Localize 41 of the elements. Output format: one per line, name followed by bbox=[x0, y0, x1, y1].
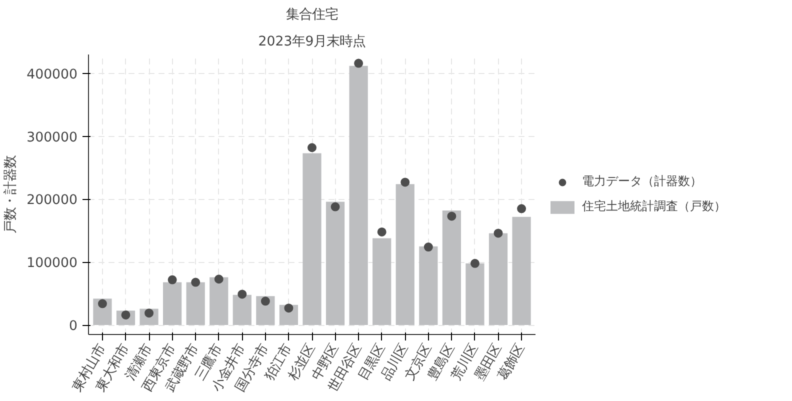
bar bbox=[442, 210, 461, 326]
chart-subtitle: 2023年9月末時点 bbox=[258, 34, 366, 50]
y-axis-title: 戸数・計器数 bbox=[4, 156, 19, 234]
point bbox=[168, 275, 177, 284]
point bbox=[238, 290, 247, 299]
bar bbox=[512, 216, 531, 326]
point bbox=[447, 212, 456, 221]
point bbox=[98, 299, 107, 308]
point bbox=[260, 296, 270, 306]
y-tick-label: 0 bbox=[69, 319, 78, 334]
y-tick-label: 400000 bbox=[26, 67, 78, 82]
bar bbox=[488, 233, 508, 326]
point bbox=[424, 242, 433, 252]
legend-label: 電力データ（計器数） bbox=[582, 173, 702, 190]
bar bbox=[210, 277, 228, 326]
point bbox=[354, 58, 364, 68]
point bbox=[191, 278, 200, 287]
bar bbox=[163, 282, 182, 326]
point bbox=[330, 202, 340, 212]
y-tick-label: 200000 bbox=[26, 193, 78, 208]
bar bbox=[349, 66, 368, 326]
point bbox=[470, 258, 480, 268]
legend-label: 住宅土地統計調査（戸数） bbox=[582, 198, 726, 215]
y-tick-label: 300000 bbox=[26, 130, 78, 146]
bar bbox=[186, 282, 205, 326]
point bbox=[214, 274, 224, 284]
point bbox=[308, 143, 316, 152]
bar bbox=[372, 238, 392, 326]
bar bbox=[396, 184, 414, 326]
bar bbox=[419, 246, 438, 326]
bar bbox=[302, 153, 322, 326]
bar bbox=[326, 202, 345, 326]
bar bbox=[466, 263, 484, 326]
chart-title: 集合住宅 bbox=[286, 6, 338, 22]
point bbox=[377, 227, 386, 236]
bar bbox=[232, 294, 252, 326]
point bbox=[284, 304, 294, 313]
point bbox=[494, 228, 503, 238]
y-tick-label: 100000 bbox=[26, 256, 78, 272]
point bbox=[400, 178, 410, 187]
point bbox=[517, 204, 526, 214]
